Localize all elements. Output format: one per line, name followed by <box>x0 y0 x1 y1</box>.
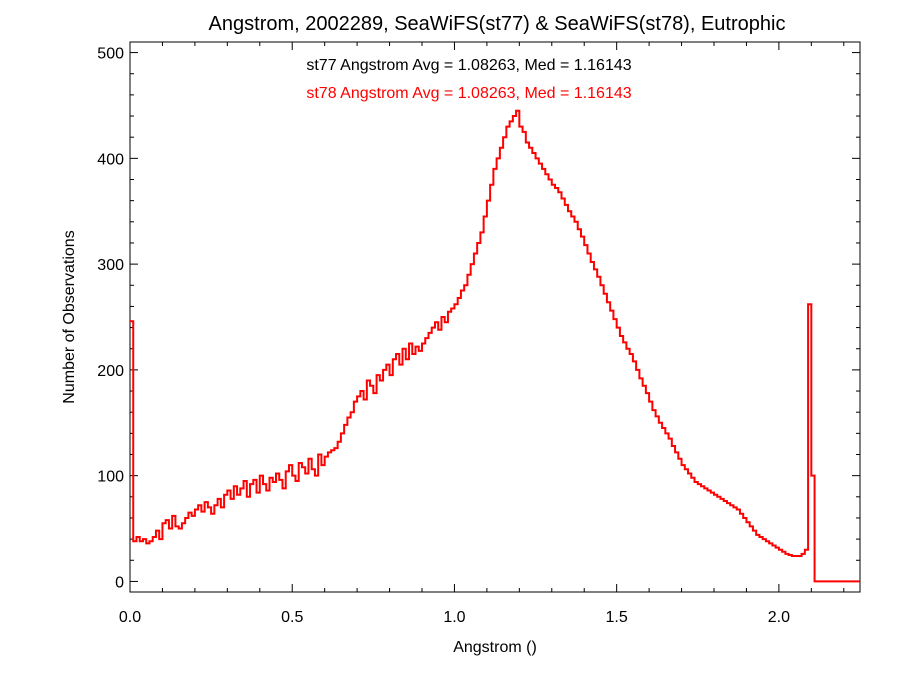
x-tick-label: 0.0 <box>119 609 141 626</box>
y-tick-label: 100 <box>97 469 124 486</box>
x-tick-label: 1.5 <box>606 609 628 626</box>
y-tick-label: 500 <box>97 46 124 63</box>
y-tick-label: 400 <box>97 151 124 168</box>
y-tick-label: 300 <box>97 257 124 274</box>
annotation-st78-stats: st78 Angstrom Avg = 1.08263, Med = 1.161… <box>306 85 631 102</box>
x-tick-label: 1.0 <box>443 609 465 626</box>
x-tick-label: 2.0 <box>768 609 790 626</box>
y-tick-label: 200 <box>97 363 124 380</box>
plot-frame <box>129 41 861 593</box>
y-axis-label: Number of Observations <box>61 230 78 403</box>
x-axis: 0.0 0.5 1.0 1.5 2.0 <box>119 42 845 626</box>
y-tick-label: 0 <box>115 574 124 591</box>
y-axis: 0 100 200 300 400 500 <box>97 46 860 591</box>
series-line <box>130 109 860 583</box>
chart-title: Angstrom, 2002289, SeaWiFS(st77) & SeaWi… <box>209 13 786 35</box>
x-tick-label: 0.5 <box>281 609 303 626</box>
annotation-st77-stats: st77 Angstrom Avg = 1.08263, Med = 1.161… <box>306 57 631 74</box>
series-layer <box>130 109 860 583</box>
x-axis-label: Angstrom () <box>453 639 537 656</box>
